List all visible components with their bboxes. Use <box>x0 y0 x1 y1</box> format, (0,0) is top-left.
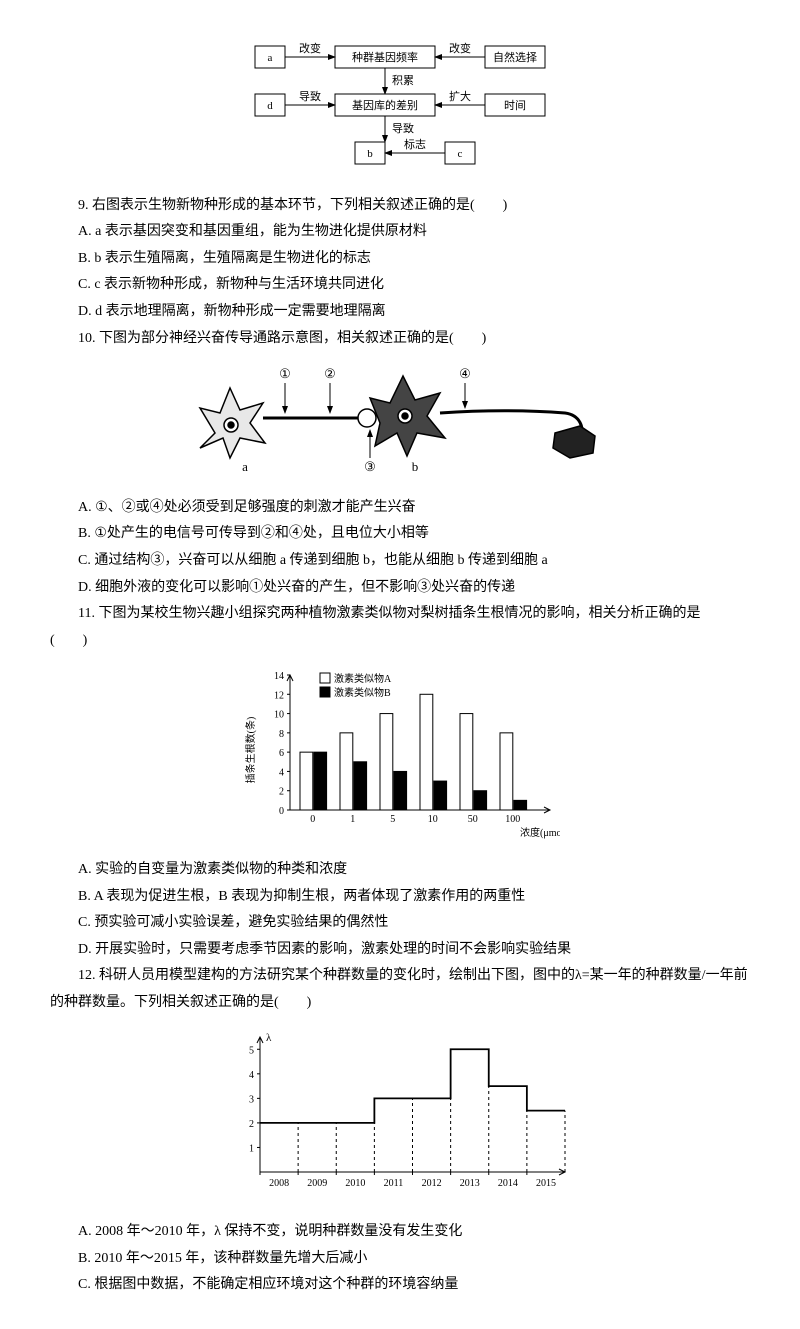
q12-stem: 12. 科研人员用模型建构的方法研究某个种群数量的变化时，绘制出下图，图中的λ=… <box>50 963 750 1016</box>
svg-text:浓度(μmol/L): 浓度(μmol/L) <box>520 826 560 839</box>
svg-text:插条生根数(条): 插条生根数(条) <box>244 717 257 784</box>
q10-lbl-a: a <box>242 459 248 474</box>
svg-text:6: 6 <box>279 748 284 759</box>
q9-stem: 9. 右图表示生物新物种形成的基本环节，下列相关叙述正确的是( ) <box>50 193 750 220</box>
box-d: d <box>267 100 273 112</box>
svg-text:10: 10 <box>428 814 438 825</box>
box-c: c <box>458 148 463 160</box>
box-freq: 种群基因频率 <box>352 50 418 64</box>
svg-text:100: 100 <box>505 814 520 825</box>
svg-text:激素类似物B: 激素类似物B <box>334 686 391 699</box>
svg-text:激素类似物A: 激素类似物A <box>334 672 392 685</box>
svg-text:2011: 2011 <box>384 1178 404 1189</box>
svg-text:4: 4 <box>249 1070 254 1081</box>
box-genepool: 基因库的差别 <box>352 98 418 112</box>
q10-lbl-3: ③ <box>364 459 376 474</box>
q12-optB: B. 2010 年～2015 年，该种群数量先增大后减小 <box>50 1246 750 1273</box>
q10-optD: D. 细胞外液的变化可以影响①处兴奋的产生，但不影响③处兴奋的传递 <box>50 575 750 602</box>
svg-text:12: 12 <box>274 691 284 702</box>
svg-text:1: 1 <box>249 1144 254 1155</box>
svg-text:0: 0 <box>310 814 315 825</box>
q11-chart: 0 2 4 6 8 10 12 14 0 1 5 10 50 100 激素类似物A激素类似物B 插条生根数(条… <box>50 660 750 851</box>
svg-text:2014: 2014 <box>498 1178 518 1189</box>
svg-text:2010: 2010 <box>345 1178 365 1189</box>
svg-text:4: 4 <box>279 768 284 779</box>
lbl-accum: 积累 <box>392 74 414 87</box>
svg-text:8: 8 <box>279 729 284 740</box>
box-a: a <box>268 52 273 64</box>
q11-optC: C. 预实验可减小实验误差，避免实验结果的偶然性 <box>50 910 750 937</box>
q11-stem: 11. 下图为某校生物兴趣小组探究两种植物激素类似物对梨树插条生根情况的影响，相… <box>50 601 750 654</box>
q10-lbl-2: ② <box>324 366 336 381</box>
svg-text:2013: 2013 <box>460 1178 480 1189</box>
svg-text:2009: 2009 <box>307 1178 327 1189</box>
q10-lbl-4: ④ <box>459 366 471 381</box>
q10-diagram: ① ② ③ ④ a b <box>50 358 750 489</box>
q11-optB: B. A 表现为促进生根，B 表现为抑制生根，两者体现了激素作用的两重性 <box>50 884 750 911</box>
svg-text:50: 50 <box>468 814 478 825</box>
box-b: b <box>367 148 373 160</box>
box-natsel: 自然选择 <box>493 50 537 64</box>
svg-text:5: 5 <box>390 814 395 825</box>
q10-optA: A. ①、②或④处必须受到足够强度的刺激才能产生兴奋 <box>50 495 750 522</box>
lbl-expand: 扩大 <box>449 89 471 103</box>
q9-optC: C. c 表示新物种形成，新物种与生活环境共同进化 <box>50 272 750 299</box>
q10-lbl-b: b <box>412 459 419 474</box>
q10-optC: C. 通过结构③，兴奋可以从细胞 a 传递到细胞 b，也能从细胞 b 传递到细胞… <box>50 548 750 575</box>
box-time: 时间 <box>504 99 526 112</box>
svg-text:3: 3 <box>249 1095 254 1106</box>
lbl-mark: 标志 <box>404 137 426 151</box>
lbl-cause2: 导致 <box>392 121 414 135</box>
svg-text:2: 2 <box>279 787 284 798</box>
svg-text:5: 5 <box>249 1046 254 1057</box>
svg-text:2008: 2008 <box>269 1178 289 1189</box>
q12-chart: λ 1 2 3 4 5 2008 2009 2010 2011 2012 2013 2014 2015 <box>50 1022 750 1213</box>
lbl-change2: 改变 <box>449 41 471 55</box>
q9-diagram: a 种群基因频率 自然选择 改变 改变 积累 d 基因库的差别 时间 导致 扩大… <box>50 36 750 187</box>
svg-text:λ: λ <box>266 1032 272 1044</box>
svg-text:10: 10 <box>274 710 284 721</box>
svg-text:2: 2 <box>249 1119 254 1130</box>
svg-text:0: 0 <box>279 806 284 817</box>
svg-text:1: 1 <box>350 814 355 825</box>
q9-optA: A. a 表示基因突变和基因重组，能为生物进化提供原材料 <box>50 219 750 246</box>
q9-optD: D. d 表示地理隔离，新物种形成一定需要地理隔离 <box>50 299 750 326</box>
q11-optD: D. 开展实验时，只需要考虑季节因素的影响，激素处理的时间不会影响实验结果 <box>50 937 750 964</box>
q12-optC: C. 根据图中数据，不能确定相应环境对这个种群的环境容纳量 <box>50 1272 750 1299</box>
q11-optA: A. 实验的自变量为激素类似物的种类和浓度 <box>50 857 750 884</box>
q12-optA: A. 2008 年～2010 年，λ 保持不变，说明种群数量没有发生变化 <box>50 1219 750 1246</box>
q10-optB: B. ①处产生的电信号可传导到②和④处，且电位大小相等 <box>50 521 750 548</box>
svg-text:14: 14 <box>274 671 284 682</box>
lbl-cause1: 导致 <box>299 89 321 103</box>
q10-stem: 10. 下图为部分神经兴奋传导通路示意图，相关叙述正确的是( ) <box>50 326 750 353</box>
svg-text:2012: 2012 <box>422 1178 442 1189</box>
q9-optB: B. b 表示生殖隔离，生殖隔离是生物进化的标志 <box>50 246 750 273</box>
q10-lbl-1: ① <box>279 366 291 381</box>
lbl-change1: 改变 <box>299 41 321 55</box>
svg-text:2015: 2015 <box>536 1178 556 1189</box>
